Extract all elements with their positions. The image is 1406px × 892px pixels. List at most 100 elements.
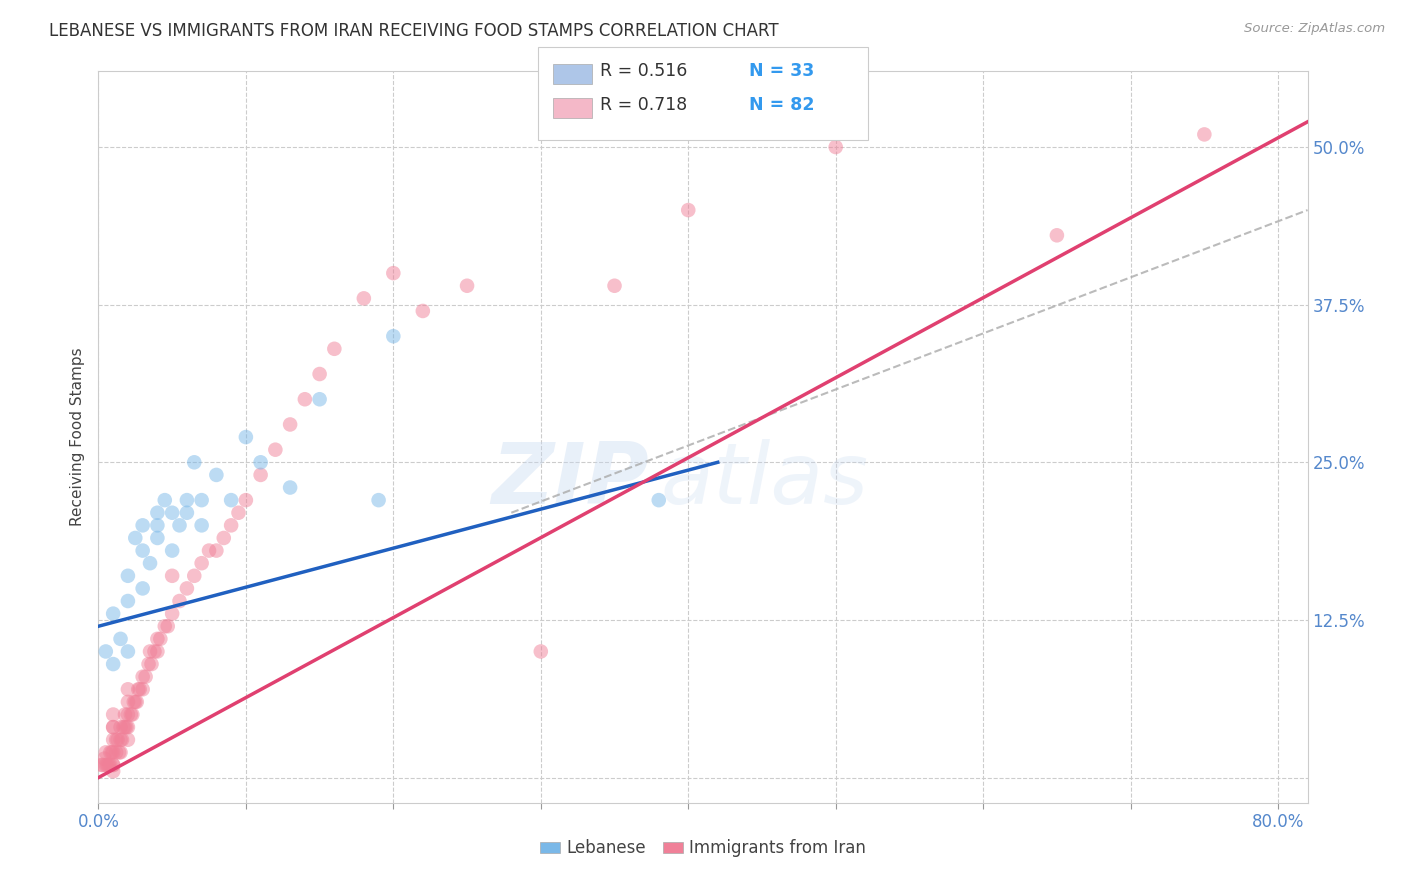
Point xyxy=(101,720,124,734)
Point xyxy=(219,493,242,508)
Point xyxy=(122,695,145,709)
Point xyxy=(91,758,114,772)
Text: atlas: atlas xyxy=(661,440,869,523)
Point xyxy=(294,392,316,407)
Point xyxy=(127,682,149,697)
Point xyxy=(135,670,157,684)
Point xyxy=(249,455,271,469)
Point xyxy=(382,266,405,280)
Point xyxy=(648,493,671,508)
Point xyxy=(101,707,124,722)
Point xyxy=(212,531,235,545)
Point xyxy=(124,695,146,709)
Point xyxy=(146,506,169,520)
Point xyxy=(110,732,132,747)
Point xyxy=(94,758,117,772)
Point xyxy=(101,607,124,621)
Point xyxy=(169,594,191,608)
Point xyxy=(235,430,257,444)
Point xyxy=(278,481,301,495)
Point xyxy=(98,745,121,759)
Point xyxy=(131,518,153,533)
Point xyxy=(101,745,124,759)
Point xyxy=(228,506,250,520)
Point xyxy=(149,632,172,646)
Text: N = 82: N = 82 xyxy=(749,96,815,114)
Point xyxy=(110,745,132,759)
Point xyxy=(97,758,120,772)
Point xyxy=(101,657,124,671)
Point xyxy=(176,493,198,508)
Point xyxy=(117,682,139,697)
Point xyxy=(120,707,142,722)
Point xyxy=(176,582,198,596)
Point xyxy=(160,543,183,558)
Point xyxy=(98,758,121,772)
Point xyxy=(219,518,242,533)
Point xyxy=(115,720,138,734)
Point xyxy=(139,644,162,658)
Point xyxy=(114,720,136,734)
Point xyxy=(382,329,405,343)
Point xyxy=(111,732,134,747)
Point xyxy=(138,657,160,671)
Point xyxy=(603,278,626,293)
Point xyxy=(412,304,434,318)
Point xyxy=(146,531,169,545)
Point xyxy=(160,569,183,583)
Point xyxy=(117,594,139,608)
Text: N = 33: N = 33 xyxy=(749,62,814,80)
Point xyxy=(278,417,301,432)
Point xyxy=(94,644,117,658)
Point xyxy=(323,342,346,356)
Point xyxy=(169,518,191,533)
Point xyxy=(101,758,124,772)
Point xyxy=(114,707,136,722)
Legend: Lebanese, Immigrants from Iran: Lebanese, Immigrants from Iran xyxy=(533,832,873,864)
Point xyxy=(131,582,153,596)
Point xyxy=(93,752,115,766)
Point xyxy=(160,506,183,520)
Point xyxy=(110,632,132,646)
Point xyxy=(264,442,287,457)
Point xyxy=(96,758,118,772)
Point xyxy=(117,707,139,722)
Point xyxy=(353,291,375,305)
Point xyxy=(1194,128,1216,142)
Point xyxy=(125,695,148,709)
Point xyxy=(105,745,128,759)
Point xyxy=(146,632,169,646)
Point xyxy=(124,531,146,545)
Point xyxy=(249,467,271,482)
Point xyxy=(198,543,221,558)
Point xyxy=(117,644,139,658)
Point xyxy=(156,619,179,633)
Point xyxy=(108,745,131,759)
Point xyxy=(183,455,205,469)
Point xyxy=(121,707,143,722)
Text: Source: ZipAtlas.com: Source: ZipAtlas.com xyxy=(1244,22,1385,36)
Point xyxy=(110,720,132,734)
Point xyxy=(456,278,478,293)
Text: R = 0.718: R = 0.718 xyxy=(600,96,688,114)
Point xyxy=(94,745,117,759)
Point xyxy=(101,758,124,772)
Text: R = 0.516: R = 0.516 xyxy=(600,62,688,80)
Point xyxy=(107,732,129,747)
Point xyxy=(100,745,122,759)
Point xyxy=(117,695,139,709)
Point xyxy=(678,203,700,218)
Point xyxy=(131,670,153,684)
Point xyxy=(146,518,169,533)
Text: LEBANESE VS IMMIGRANTS FROM IRAN RECEIVING FOOD STAMPS CORRELATION CHART: LEBANESE VS IMMIGRANTS FROM IRAN RECEIVI… xyxy=(49,22,779,40)
Point xyxy=(153,619,176,633)
Point xyxy=(205,467,228,482)
Point xyxy=(117,720,139,734)
Point xyxy=(101,764,124,779)
Point xyxy=(101,732,124,747)
Point xyxy=(153,493,176,508)
Point xyxy=(160,607,183,621)
Point xyxy=(183,569,205,583)
Y-axis label: Receiving Food Stamps: Receiving Food Stamps xyxy=(70,348,86,526)
Point xyxy=(131,682,153,697)
